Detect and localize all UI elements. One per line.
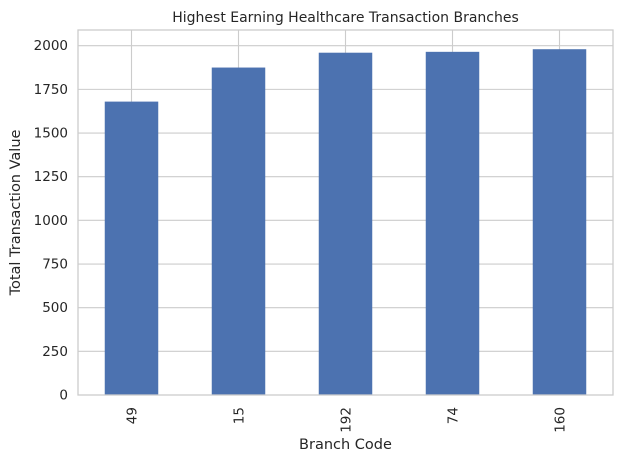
x-tick-label: 74 <box>446 407 462 424</box>
chart-title: Highest Earning Healthcare Transaction B… <box>172 10 519 26</box>
y-tick-label: 0 <box>59 388 68 404</box>
y-tick-label: 500 <box>42 300 68 316</box>
y-tick-label: 1000 <box>34 213 68 229</box>
y-axis-label: Total Transaction Value <box>8 129 24 296</box>
y-tick-label: 750 <box>42 257 68 273</box>
y-tick-label: 1250 <box>34 169 68 185</box>
x-tick-label: 192 <box>339 407 355 433</box>
x-tick-label: 49 <box>125 407 141 424</box>
bars <box>104 49 587 396</box>
x-tick-labels: 49 15 192 74 160 <box>125 407 569 433</box>
bar-15 <box>211 67 266 395</box>
bar-192 <box>318 52 373 396</box>
bar-160 <box>532 49 587 396</box>
x-axis-label: Branch Code <box>299 437 392 453</box>
y-tick-label: 2000 <box>34 38 68 54</box>
y-tick-labels: 0 250 500 750 1000 1250 1500 1750 2000 <box>34 38 68 403</box>
x-tick-label: 160 <box>553 407 569 433</box>
bar-74 <box>425 51 480 396</box>
x-tick-label: 15 <box>232 407 248 424</box>
plot-frame <box>77 29 614 396</box>
y-tick-label: 1500 <box>34 126 68 142</box>
y-tick-label: 1750 <box>34 82 68 98</box>
y-tick-label: 250 <box>42 344 68 360</box>
bar-49 <box>104 101 159 395</box>
